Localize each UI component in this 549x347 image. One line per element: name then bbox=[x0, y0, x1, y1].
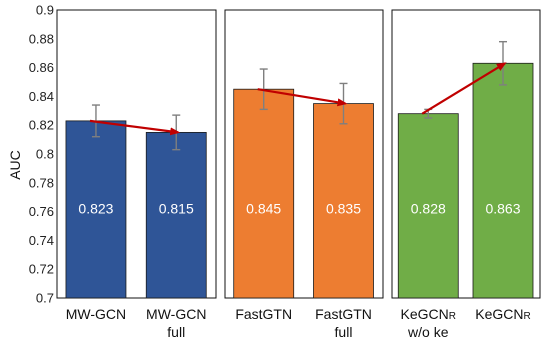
y-tick-label: 0.7 bbox=[36, 291, 54, 306]
category-label: KeGCNR w/o ke bbox=[401, 306, 456, 340]
category-labels: MW-GCN MW-GCN full FastGTN FastGTN full KeGCNR… bbox=[66, 306, 531, 340]
y-tick-label: 0.72 bbox=[29, 262, 54, 277]
y-tick-label: 0.74 bbox=[29, 233, 54, 248]
y-tick-label: 0.88 bbox=[29, 31, 54, 46]
bar bbox=[65, 120, 127, 299]
value-label: 0.828 bbox=[411, 201, 446, 217]
value-label: 0.835 bbox=[326, 201, 361, 217]
y-axis-label: AUC bbox=[7, 150, 23, 180]
trend-arrows bbox=[89, 62, 507, 136]
category-label: MW-GCN full bbox=[146, 306, 206, 340]
value-label: 0.845 bbox=[246, 201, 281, 217]
bar bbox=[233, 88, 295, 299]
value-label: 0.823 bbox=[78, 201, 113, 217]
category-label: FastGTN full bbox=[315, 306, 372, 340]
y-tick-label: 0.8 bbox=[36, 147, 54, 162]
panel-frame bbox=[391, 9, 541, 299]
bars bbox=[65, 62, 534, 299]
bar bbox=[472, 62, 534, 299]
y-tick-label: 0.86 bbox=[29, 60, 54, 75]
bar bbox=[313, 103, 374, 299]
panels bbox=[56, 9, 541, 299]
category-label: MW-GCN bbox=[66, 306, 126, 322]
trend-arrow bbox=[257, 88, 348, 107]
category-label: KeGCNR bbox=[475, 306, 530, 322]
panel-frame bbox=[224, 9, 384, 299]
y-axis: 0.7 0.72 0.74 0.76 0.78 0.8 0.82 0.84 0.86 0.88 0.… bbox=[29, 3, 54, 306]
y-tick-label: 0.82 bbox=[29, 118, 54, 133]
bar bbox=[145, 131, 207, 299]
y-tick-label: 0.78 bbox=[29, 175, 54, 190]
bar bbox=[397, 113, 459, 299]
value-labels: 0.823 0.815 0.845 0.835 0.828 0.863 bbox=[78, 201, 520, 217]
panel-frame bbox=[56, 9, 217, 299]
trend-arrow bbox=[421, 62, 507, 115]
y-tick-label: 0.76 bbox=[29, 204, 54, 219]
y-tick-label: 0.84 bbox=[29, 89, 54, 104]
category-label: FastGTN bbox=[235, 306, 292, 322]
value-label: 0.863 bbox=[485, 201, 520, 217]
value-label: 0.815 bbox=[159, 201, 194, 217]
y-tick-label: 0.9 bbox=[36, 3, 54, 18]
trend-arrow bbox=[89, 119, 181, 136]
